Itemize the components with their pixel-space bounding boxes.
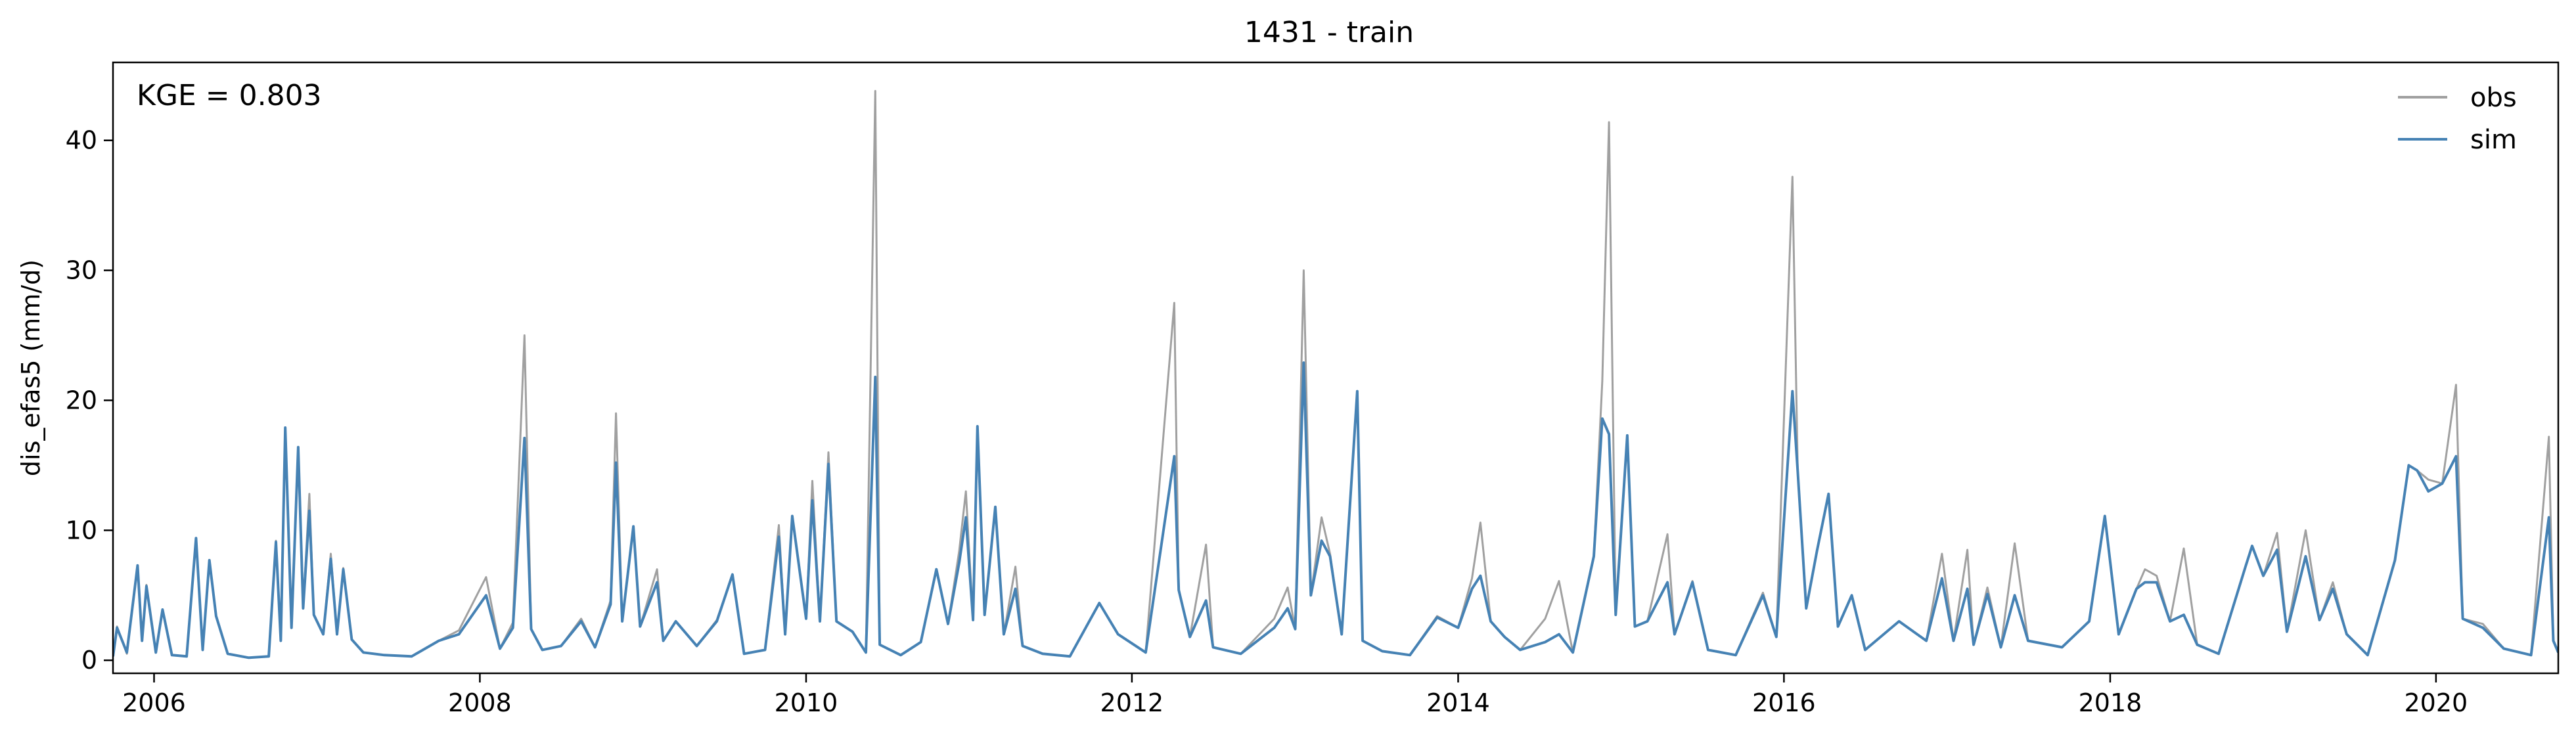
x-tick-label: 2012	[1100, 688, 1164, 717]
legend-label-obs: obs	[2470, 83, 2517, 113]
chart-title: 1431 - train	[1244, 16, 1414, 49]
x-tick-label: 2008	[448, 688, 512, 717]
x-axis: 2006 2008 2010 2012 2014 2016 2018 2020	[122, 673, 2468, 717]
y-axis-label: dis_efas5 (mm/d)	[16, 259, 45, 476]
y-tick-label: 40	[66, 126, 97, 155]
x-tick-label: 2018	[2079, 688, 2142, 717]
legend: obs sim	[2398, 83, 2517, 155]
y-tick-label: 30	[66, 256, 97, 285]
y-tick-label: 20	[66, 386, 97, 414]
series-line-obs	[113, 90, 2558, 659]
y-tick-label: 10	[66, 516, 97, 545]
x-tick-label: 2020	[2405, 688, 2468, 717]
x-tick-label: 2006	[122, 688, 186, 717]
kge-annotation: KGE = 0.803	[137, 79, 322, 112]
legend-label-sim: sim	[2470, 125, 2517, 155]
y-axis: 0 10 20 30 40	[66, 126, 113, 675]
x-tick-label: 2010	[775, 688, 838, 717]
plot-frame	[112, 61, 2560, 675]
series-layer	[113, 90, 2558, 659]
y-tick-label: 0	[81, 646, 97, 675]
x-tick-label: 2014	[1426, 688, 1490, 717]
x-tick-label: 2016	[1752, 688, 1816, 717]
series-line-sim	[113, 361, 2558, 659]
